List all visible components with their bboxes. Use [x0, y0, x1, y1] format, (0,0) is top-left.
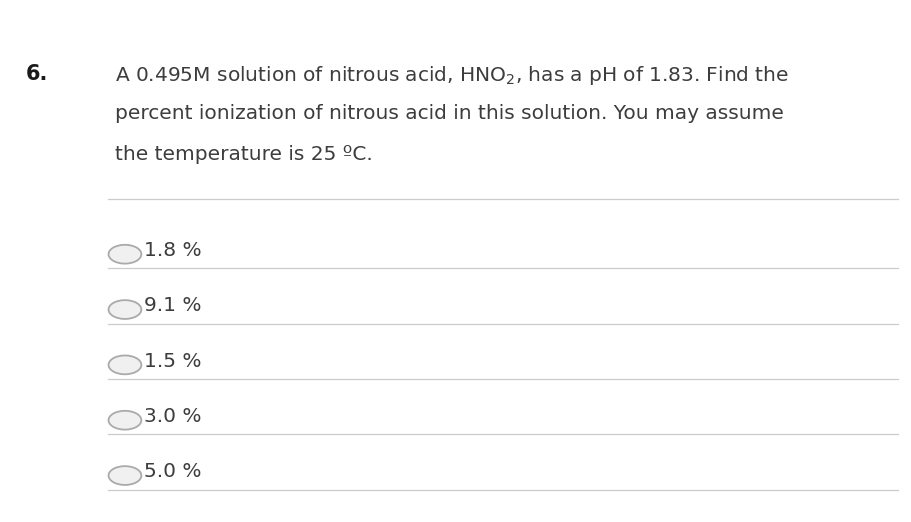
Text: 3.0 %: 3.0 %	[144, 407, 201, 426]
Text: 1.8 %: 1.8 %	[144, 241, 201, 260]
Text: 5.0 %: 5.0 %	[144, 462, 201, 481]
Text: the temperature is 25 ºC.: the temperature is 25 ºC.	[115, 145, 373, 164]
Text: 1.5 %: 1.5 %	[144, 352, 201, 371]
Text: percent ionization of nitrous acid in this solution. You may assume: percent ionization of nitrous acid in th…	[115, 104, 783, 123]
Text: 9.1 %: 9.1 %	[144, 296, 201, 315]
Text: 6.: 6.	[26, 64, 48, 84]
Text: A 0.495M solution of nitrous acid, HNO$_2$, has a pH of 1.83. Find the: A 0.495M solution of nitrous acid, HNO$_…	[115, 64, 788, 87]
